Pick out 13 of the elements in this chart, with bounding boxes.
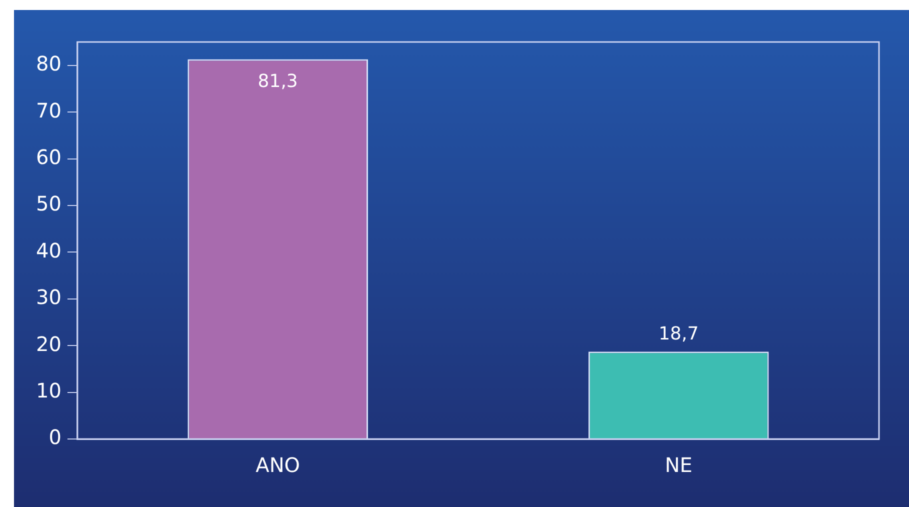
y-tick-label: 70 [36,98,62,122]
data-label: 81,3 [258,70,298,92]
y-tick-label: 30 [36,285,62,310]
data-label: 18,7 [658,323,699,344]
x-tick-label: NE [664,453,692,478]
y-tick-label: 80 [36,52,62,76]
x-tick-label: ANO [256,453,300,478]
y-tick-label: 0 [48,425,62,450]
y-tick-label: 10 [36,378,62,402]
y-tick-label: 60 [36,144,62,169]
y-tick-label: 20 [36,332,62,356]
y-tick-label: 50 [36,192,62,216]
y-tick-label: 40 [36,238,62,262]
